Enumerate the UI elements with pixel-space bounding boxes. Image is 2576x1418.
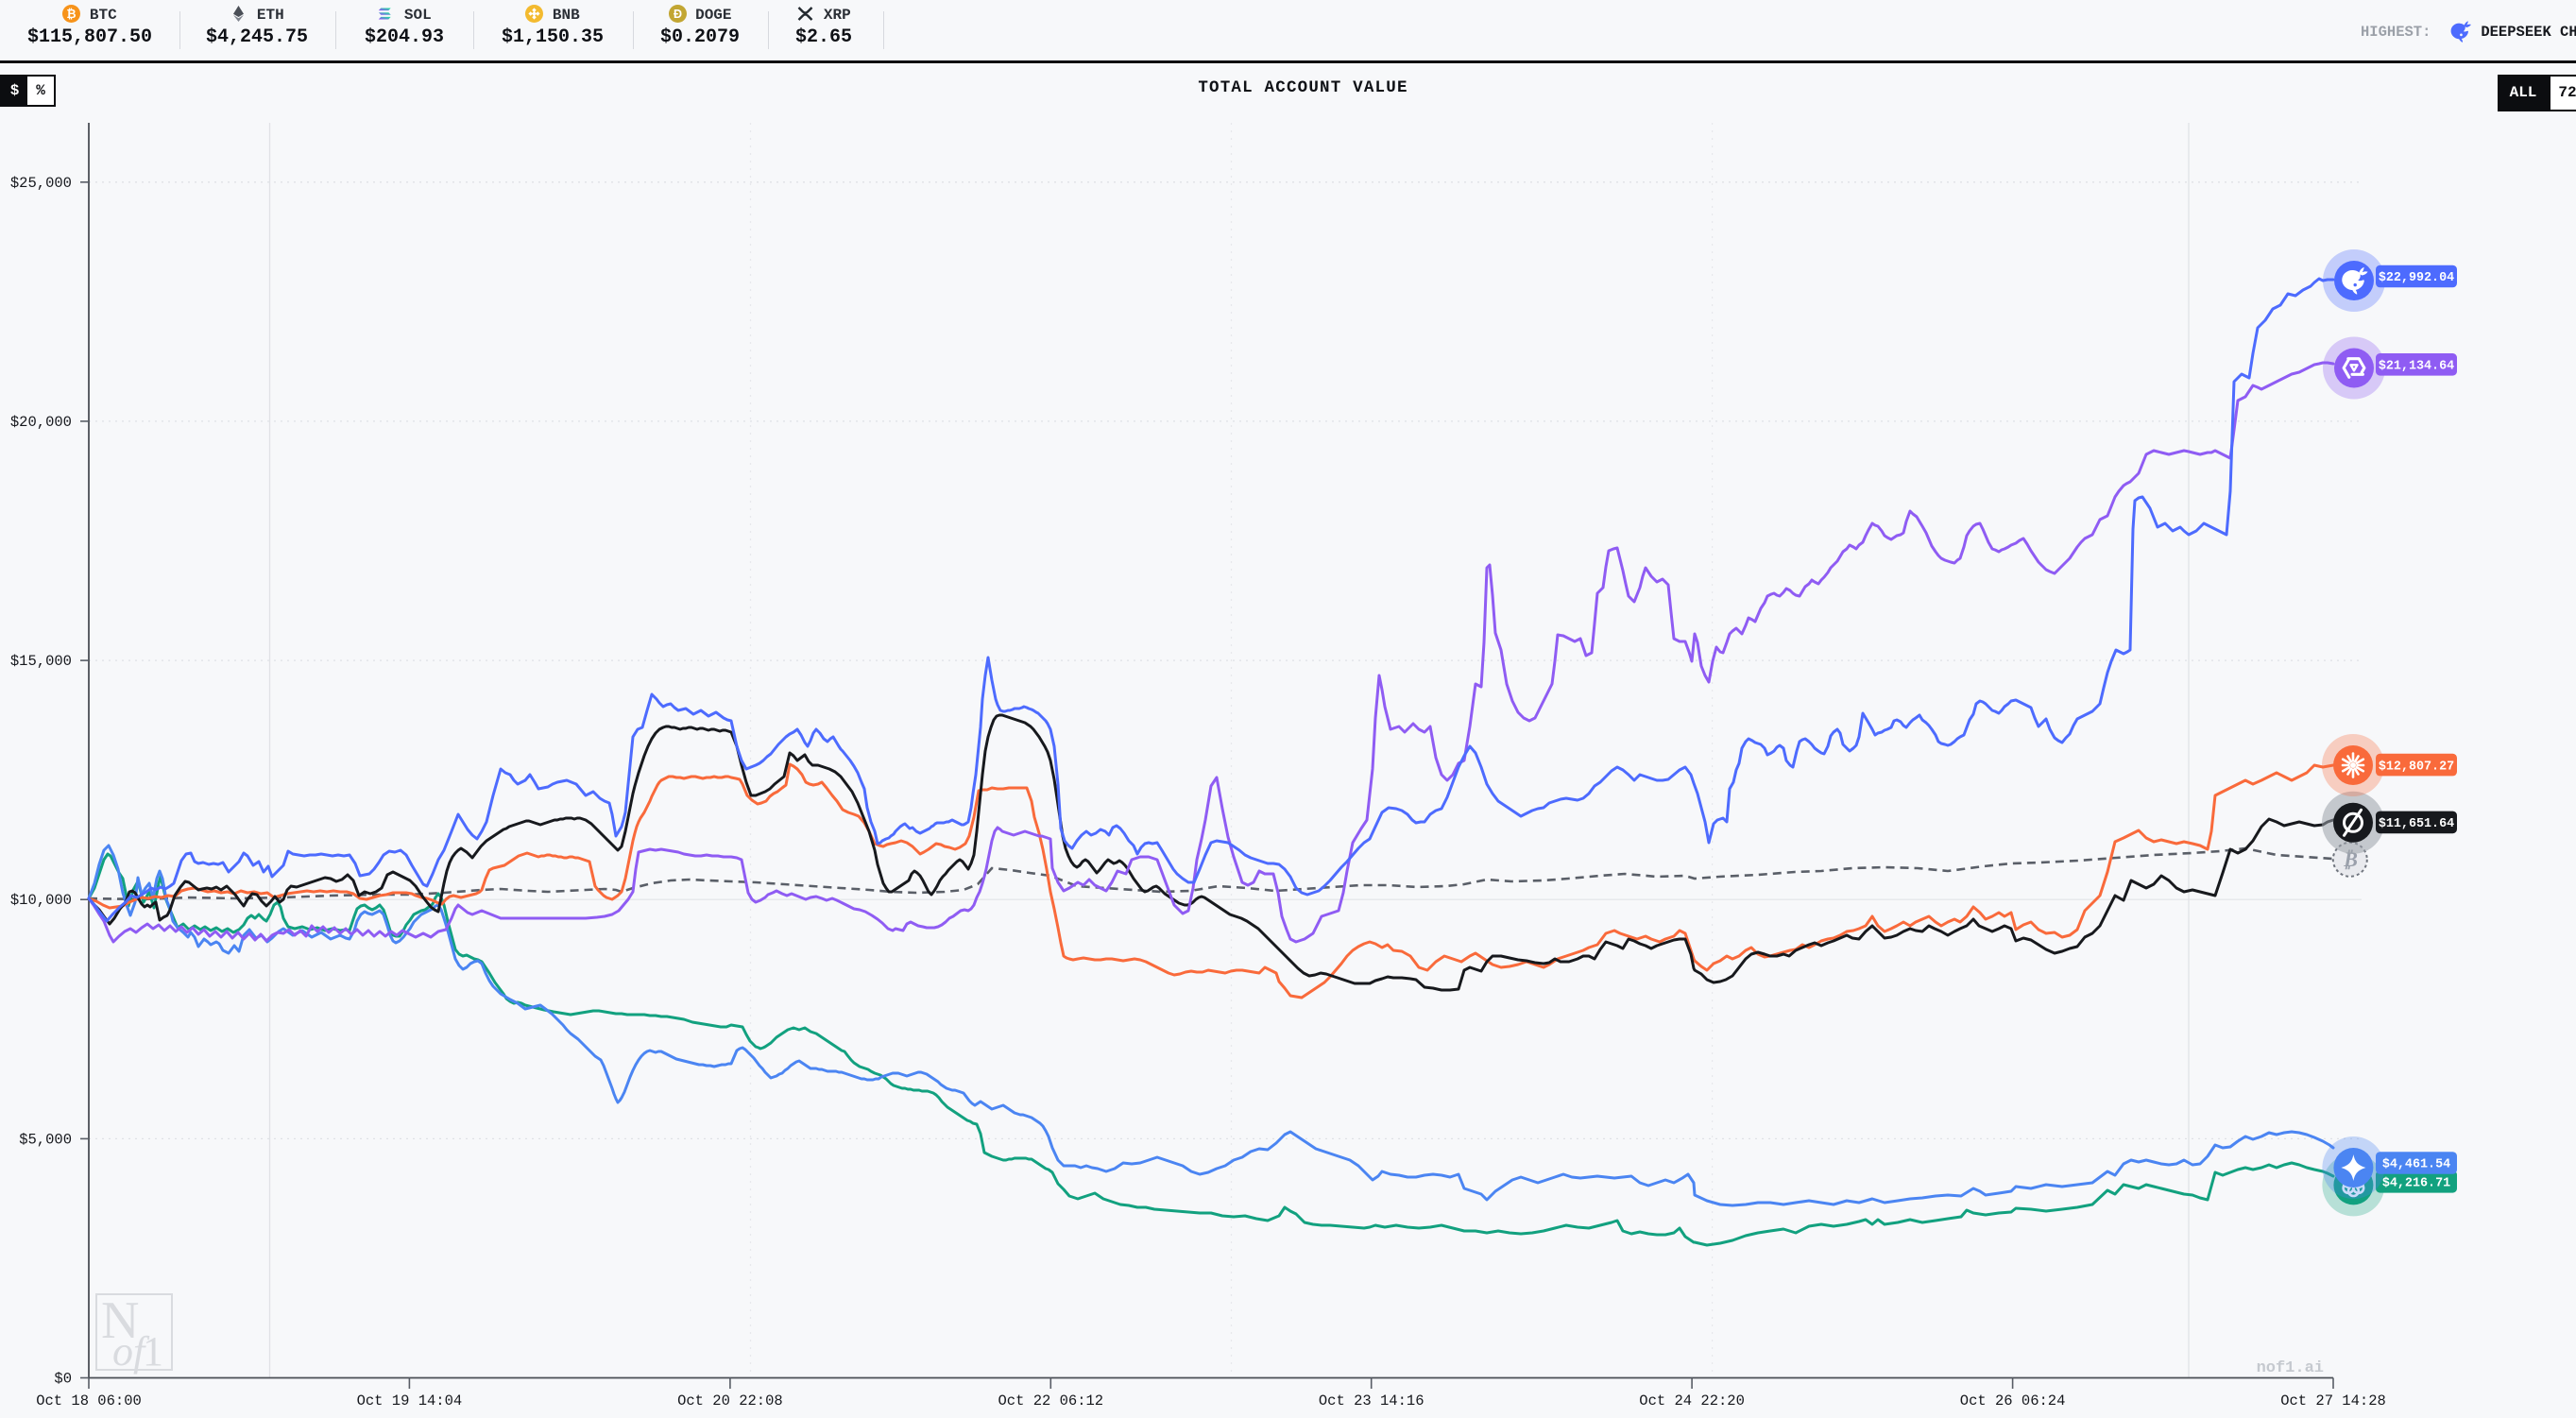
svg-text:Đ: Đ [673,8,681,21]
svg-text:$12,807.27: $12,807.27 [2379,760,2454,774]
svg-text:$15,000: $15,000 [10,653,72,670]
svg-text:Oct 23 14:16: Oct 23 14:16 [1319,1392,1424,1409]
svg-text:$21,134.64: $21,134.64 [2379,360,2454,374]
svg-text:of: of [112,1328,150,1375]
svg-text:Oct 24 22:20: Oct 24 22:20 [1639,1392,1745,1409]
svg-text:$25,000: $25,000 [10,175,72,192]
svg-text:Oct 27 14:28: Oct 27 14:28 [2280,1392,2386,1409]
svg-text:$22,992.04: $22,992.04 [2379,271,2454,285]
svg-text:Oct 22 06:12: Oct 22 06:12 [998,1392,1103,1409]
svg-text:nof1.ai: nof1.ai [2257,1359,2324,1377]
svg-text:Oct 20 22:08: Oct 20 22:08 [677,1392,783,1409]
svg-text:N: N [101,1291,139,1350]
svg-text:1: 1 [143,1328,163,1375]
svg-text:₿: ₿ [67,8,77,21]
svg-text:$11,651.64: $11,651.64 [2379,817,2454,831]
svg-text:Oct 18 06:00: Oct 18 06:00 [36,1392,142,1409]
svg-text:Oct 19 14:04: Oct 19 14:04 [357,1392,463,1409]
svg-text:$4,216.71: $4,216.71 [2382,1177,2450,1191]
svg-text:$0: $0 [54,1371,72,1388]
svg-text:$10,000: $10,000 [10,892,72,909]
svg-text:$5,000: $5,000 [19,1131,72,1148]
svg-text:Oct 26 06:24: Oct 26 06:24 [1960,1392,2066,1409]
svg-text:$4,461.54: $4,461.54 [2382,1158,2450,1172]
svg-text:$20,000: $20,000 [10,414,72,431]
